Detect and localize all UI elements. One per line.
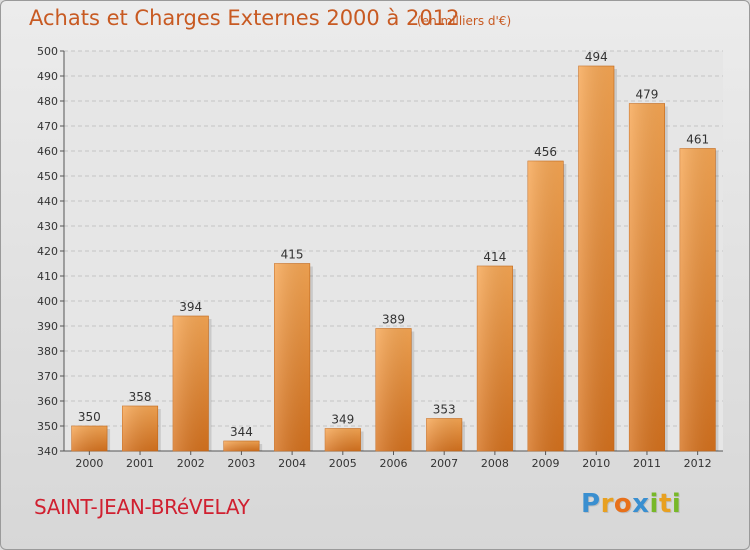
y-tick-label: 500 [37,45,58,58]
data-label: 353 [433,403,456,417]
y-tick-label: 470 [37,120,58,133]
y-tick-label: 400 [37,295,58,308]
logo-letter: x [632,489,650,519]
y-tick-label: 340 [37,445,58,458]
data-label: 344 [230,425,253,439]
axis-layer: 340 350 360 370 380 390 400 410 420 430 440 450 460 4… [37,45,723,470]
y-tick-label: 410 [37,270,58,283]
logo-letter: i [649,489,659,519]
bar-layer [71,65,719,452]
bar-highlight [477,266,513,451]
logo-letter: o [613,489,633,519]
chart-subtitle: (en milliers d'€) [417,14,512,28]
data-label: 349 [331,413,354,427]
bar-highlight [71,426,108,451]
bar-highlight [122,406,158,451]
data-label: 494 [585,50,608,64]
x-tick-label: 2002 [177,457,205,470]
x-tick-label: 2007 [430,457,458,470]
proxiti-logo: Proxiti [581,489,681,519]
y-tick-label: 380 [37,345,58,358]
x-tick-label: 2010 [582,457,610,470]
bar-highlight [679,148,716,451]
y-tick-label: 350 [37,420,58,433]
x-tick-label: 2001 [126,457,154,470]
bar-highlight [578,66,615,451]
y-tick-label: 420 [37,245,58,258]
data-label: 414 [483,250,506,264]
bar-highlight [325,428,361,451]
x-tick-label: 2005 [329,457,357,470]
x-tick-label: 2008 [481,457,509,470]
y-tick-label: 490 [37,70,58,83]
y-tick-label: 430 [37,220,58,233]
y-tick-label: 460 [37,145,58,158]
bar-highlight [426,418,462,451]
data-label: 456 [534,145,557,159]
y-tick-label: 450 [37,170,58,183]
data-label: 358 [129,390,152,404]
bar-highlight [172,316,209,451]
data-label: 389 [382,313,405,327]
data-label: 394 [179,300,202,314]
logo-letter: t [658,489,672,519]
x-tick-label: 2011 [633,457,661,470]
x-tick-label: 2006 [380,457,408,470]
chart-title: Achats et Charges Externes 2000 à 2012 [29,6,460,30]
bar-highlight [629,103,665,451]
logo-letter: r [600,489,614,519]
x-tick-label: 2003 [227,457,255,470]
logo-letter: i [671,489,682,519]
y-tick-label: 390 [37,320,58,333]
y-tick-label: 370 [37,370,58,383]
x-tick-label: 2012 [684,457,712,470]
label-layer: 350 358 394 344 415 349 389 353 414 456 494 479 461 [78,50,709,439]
data-label: 350 [78,410,101,424]
bar-highlight [527,161,564,451]
bar-highlight [375,328,412,451]
y-tick-label: 480 [37,95,58,108]
x-tick-label: 2000 [75,457,103,470]
y-tick-label: 440 [37,195,58,208]
city-name: SAINT-JEAN-BRéVELAY [34,495,250,519]
data-label: 415 [281,248,304,262]
data-label: 479 [636,88,659,102]
bar-highlight [223,441,260,451]
x-tick-label: 2004 [278,457,306,470]
logo-letter: P [581,489,601,519]
data-label: 461 [686,133,709,147]
x-tick-label: 2009 [532,457,560,470]
bar-highlight [274,263,310,451]
y-tick-label: 360 [37,395,58,408]
